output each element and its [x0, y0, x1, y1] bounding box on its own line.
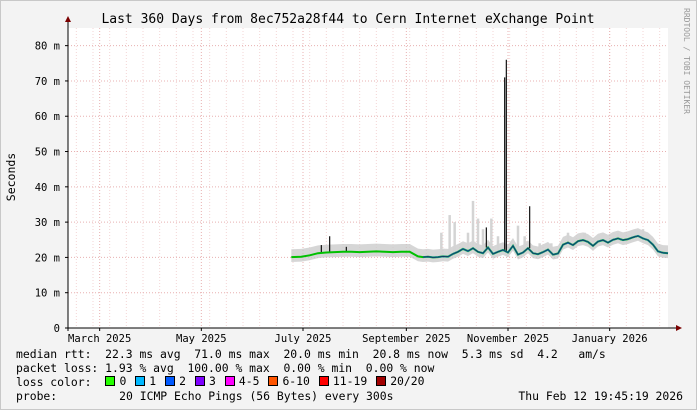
x-tick-label: July 2025 [275, 333, 332, 345]
loss-legend-label: 6-10 [282, 374, 310, 388]
loss-swatch [268, 376, 279, 386]
chart-title: Last 360 Days from 8ec752a28f44 to Cern … [101, 12, 594, 27]
x-axis-arrow [676, 325, 682, 331]
loss-legend-item: 2 [165, 374, 186, 388]
timestamp: Thu Feb 12 19:45:19 2026 [518, 389, 683, 403]
smoke-area [291, 228, 668, 263]
loss-swatch [195, 376, 206, 386]
loss-swatch [105, 376, 116, 386]
loss-legend-label: 0 [119, 374, 127, 388]
x-tick-label: May 2025 [176, 333, 227, 345]
loss-legend-label: 3 [209, 374, 216, 388]
y-tick-label: 0 [54, 323, 60, 335]
axes [65, 16, 682, 331]
rtt-stats: median rtt: 22.3 ms avg 71.0 ms max 20.0… [16, 347, 606, 361]
y-tick-label: 40 m [35, 182, 60, 194]
series-layer [291, 59, 669, 259]
loss-legend-items: 0 1 2 3 4-5 6-10 11-19 20/20 [105, 374, 433, 389]
x-tick-label: March 2025 [68, 333, 131, 345]
loss-color-label: loss color: [16, 374, 92, 389]
y-axis-arrow [65, 16, 71, 22]
probe-label: probe: [16, 389, 58, 403]
y-tick-label: 20 m [35, 252, 60, 264]
y-tick-label: 50 m [35, 147, 60, 159]
loss-swatch [165, 376, 176, 386]
loss-legend-label: 2 [179, 374, 187, 388]
y-tick-label: 10 m [35, 288, 60, 300]
loss-legend-item: 4-5 [224, 374, 260, 388]
x-tick-label: September 2025 [362, 333, 451, 345]
loss-legend-item: 3 [195, 374, 216, 388]
x-tick-label: January 2026 [572, 333, 648, 345]
median-rtt-line-core [422, 235, 669, 258]
y-axis: 0 10 m 20 m 30 m 40 m 50 m 60 m 70 m 80 m [35, 41, 68, 335]
packet-loss-stats: packet loss: 1.93 % avg 100.00 % max 0.0… [16, 361, 435, 375]
loss-legend-label: 1 [149, 374, 157, 388]
y-tick-label: 70 m [35, 76, 60, 88]
smoke-band [291, 200, 668, 263]
probe-info: probe: 20 ICMP Echo Pings (56 Bytes) ever… [16, 389, 393, 403]
y-tick-label: 60 m [35, 111, 60, 123]
loss-color-legend: loss color: 0 1 2 3 4-5 6-10 11-19 20/20 [16, 374, 433, 389]
loss-legend-item: 11-19 [318, 374, 368, 388]
loss-swatch [376, 376, 387, 386]
x-tick-label: November 2025 [467, 333, 549, 345]
loss-legend-item: 1 [135, 374, 156, 388]
y-axis-label: Seconds [4, 153, 18, 201]
loss-legend-label: 11-19 [332, 374, 368, 388]
y-tick-label: 80 m [35, 41, 60, 53]
loss-legend-item: 20/20 [376, 374, 424, 388]
loss-legend-item: 0 [105, 374, 126, 388]
y-tick-label: 30 m [35, 217, 60, 229]
loss-swatch [224, 376, 235, 386]
x-axis: March 2025 May 2025 July 2025 September 202… [68, 328, 648, 345]
probe-text: 20 ICMP Echo Pings (56 Bytes) every 300s [119, 389, 394, 403]
rrdtool-credit: RRDTOOL / TOBI OETIKER [682, 8, 691, 114]
loss-swatch [318, 376, 329, 386]
loss-legend-label: 20/20 [390, 374, 425, 388]
loss-legend-item: 6-10 [268, 374, 310, 388]
loss-legend-label: 4-5 [238, 374, 260, 388]
loss-swatch [135, 376, 146, 386]
grid [68, 28, 668, 328]
plot-area [68, 28, 668, 328]
